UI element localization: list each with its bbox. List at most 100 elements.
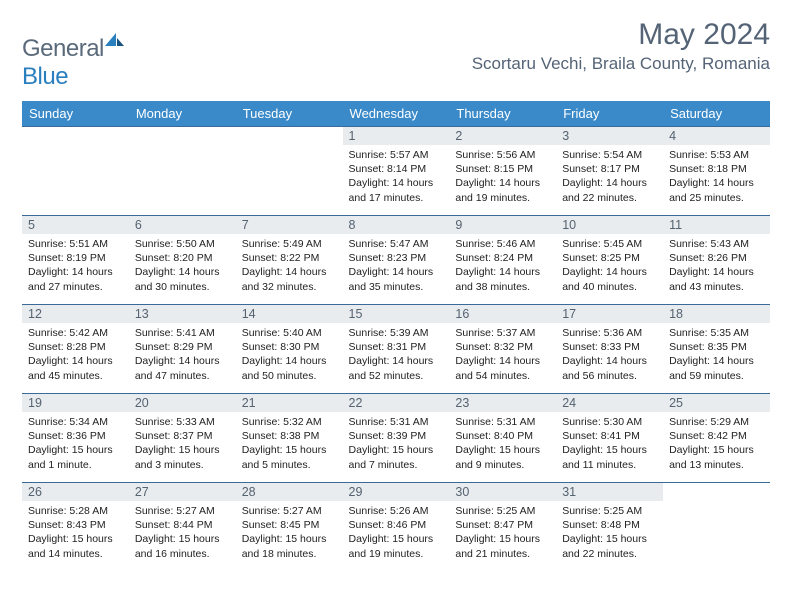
calendar-day-cell: 29Sunrise: 5:26 AMSunset: 8:46 PMDayligh…	[343, 483, 450, 572]
calendar-day-cell: 27Sunrise: 5:27 AMSunset: 8:44 PMDayligh…	[129, 483, 236, 572]
day-number: 23	[449, 394, 556, 412]
day-details: Sunrise: 5:47 AMSunset: 8:23 PMDaylight:…	[343, 234, 450, 298]
day-details: Sunrise: 5:41 AMSunset: 8:29 PMDaylight:…	[129, 323, 236, 387]
day-details: Sunrise: 5:54 AMSunset: 8:17 PMDaylight:…	[556, 145, 663, 209]
calendar-day-cell: 24Sunrise: 5:30 AMSunset: 8:41 PMDayligh…	[556, 394, 663, 483]
day-details: Sunrise: 5:39 AMSunset: 8:31 PMDaylight:…	[343, 323, 450, 387]
calendar-day-cell: 14Sunrise: 5:40 AMSunset: 8:30 PMDayligh…	[236, 305, 343, 394]
calendar-day-cell: 23Sunrise: 5:31 AMSunset: 8:40 PMDayligh…	[449, 394, 556, 483]
day-number: 9	[449, 216, 556, 234]
day-number: 29	[343, 483, 450, 501]
page-header: GeneralBlue May 2024 Scortaru Vechi, Bra…	[22, 18, 770, 91]
day-details: Sunrise: 5:31 AMSunset: 8:39 PMDaylight:…	[343, 412, 450, 476]
calendar-day-cell: 28Sunrise: 5:27 AMSunset: 8:45 PMDayligh…	[236, 483, 343, 572]
calendar-day-cell: 25Sunrise: 5:29 AMSunset: 8:42 PMDayligh…	[663, 394, 770, 483]
day-number: 26	[22, 483, 129, 501]
calendar-day-cell: 8Sunrise: 5:47 AMSunset: 8:23 PMDaylight…	[343, 216, 450, 305]
calendar-day-cell: 11Sunrise: 5:43 AMSunset: 8:26 PMDayligh…	[663, 216, 770, 305]
day-header: Thursday	[449, 101, 556, 127]
brand-logo: GeneralBlue	[22, 26, 125, 91]
day-number: 30	[449, 483, 556, 501]
calendar-day-cell: 9Sunrise: 5:46 AMSunset: 8:24 PMDaylight…	[449, 216, 556, 305]
day-number: 2	[449, 127, 556, 145]
day-number: 7	[236, 216, 343, 234]
day-header: Sunday	[22, 101, 129, 127]
calendar-day-cell: 3Sunrise: 5:54 AMSunset: 8:17 PMDaylight…	[556, 127, 663, 216]
calendar-day-cell: 13Sunrise: 5:41 AMSunset: 8:29 PMDayligh…	[129, 305, 236, 394]
day-number: 8	[343, 216, 450, 234]
calendar-grid: Sunday Monday Tuesday Wednesday Thursday…	[22, 101, 770, 572]
day-details: Sunrise: 5:43 AMSunset: 8:26 PMDaylight:…	[663, 234, 770, 298]
calendar-day-cell: 22Sunrise: 5:31 AMSunset: 8:39 PMDayligh…	[343, 394, 450, 483]
day-number: 18	[663, 305, 770, 323]
calendar-day-cell: 15Sunrise: 5:39 AMSunset: 8:31 PMDayligh…	[343, 305, 450, 394]
day-number: 4	[663, 127, 770, 145]
calendar-week-row: 5Sunrise: 5:51 AMSunset: 8:19 PMDaylight…	[22, 216, 770, 305]
day-header: Wednesday	[343, 101, 450, 127]
day-details: Sunrise: 5:45 AMSunset: 8:25 PMDaylight:…	[556, 234, 663, 298]
calendar-week-row: 26Sunrise: 5:28 AMSunset: 8:43 PMDayligh…	[22, 483, 770, 572]
day-number: 10	[556, 216, 663, 234]
calendar-day-cell: 16Sunrise: 5:37 AMSunset: 8:32 PMDayligh…	[449, 305, 556, 394]
day-number: 19	[22, 394, 129, 412]
calendar-day-cell: ..	[236, 127, 343, 216]
calendar-day-cell: 30Sunrise: 5:25 AMSunset: 8:47 PMDayligh…	[449, 483, 556, 572]
brand-text: GeneralBlue	[22, 26, 125, 91]
calendar-day-cell: 31Sunrise: 5:25 AMSunset: 8:48 PMDayligh…	[556, 483, 663, 572]
day-details: Sunrise: 5:56 AMSunset: 8:15 PMDaylight:…	[449, 145, 556, 209]
day-details: Sunrise: 5:36 AMSunset: 8:33 PMDaylight:…	[556, 323, 663, 387]
calendar-day-cell: 10Sunrise: 5:45 AMSunset: 8:25 PMDayligh…	[556, 216, 663, 305]
calendar-day-cell: 4Sunrise: 5:53 AMSunset: 8:18 PMDaylight…	[663, 127, 770, 216]
location-subtitle: Scortaru Vechi, Braila County, Romania	[472, 54, 770, 74]
day-details: Sunrise: 5:26 AMSunset: 8:46 PMDaylight:…	[343, 501, 450, 565]
brand-part2: Blue	[22, 63, 68, 90]
calendar-day-cell: 21Sunrise: 5:32 AMSunset: 8:38 PMDayligh…	[236, 394, 343, 483]
day-number: 3	[556, 127, 663, 145]
calendar-page: GeneralBlue May 2024 Scortaru Vechi, Bra…	[0, 0, 792, 590]
day-details: Sunrise: 5:27 AMSunset: 8:45 PMDaylight:…	[236, 501, 343, 565]
day-number: 24	[556, 394, 663, 412]
title-block: May 2024 Scortaru Vechi, Braila County, …	[472, 18, 770, 74]
day-details: Sunrise: 5:50 AMSunset: 8:20 PMDaylight:…	[129, 234, 236, 298]
calendar-day-cell: 6Sunrise: 5:50 AMSunset: 8:20 PMDaylight…	[129, 216, 236, 305]
day-number: 6	[129, 216, 236, 234]
day-details: Sunrise: 5:32 AMSunset: 8:38 PMDaylight:…	[236, 412, 343, 476]
day-details: Sunrise: 5:53 AMSunset: 8:18 PMDaylight:…	[663, 145, 770, 209]
calendar-day-cell: ..	[22, 127, 129, 216]
calendar-week-row: 12Sunrise: 5:42 AMSunset: 8:28 PMDayligh…	[22, 305, 770, 394]
day-details: Sunrise: 5:33 AMSunset: 8:37 PMDaylight:…	[129, 412, 236, 476]
day-details: Sunrise: 5:42 AMSunset: 8:28 PMDaylight:…	[22, 323, 129, 387]
day-number: 25	[663, 394, 770, 412]
calendar-day-cell: 12Sunrise: 5:42 AMSunset: 8:28 PMDayligh…	[22, 305, 129, 394]
calendar-day-cell: 18Sunrise: 5:35 AMSunset: 8:35 PMDayligh…	[663, 305, 770, 394]
day-details: Sunrise: 5:40 AMSunset: 8:30 PMDaylight:…	[236, 323, 343, 387]
day-number: 28	[236, 483, 343, 501]
day-number: 15	[343, 305, 450, 323]
day-header: Monday	[129, 101, 236, 127]
day-number: 31	[556, 483, 663, 501]
day-number: 1	[343, 127, 450, 145]
calendar-week-row: ......1Sunrise: 5:57 AMSunset: 8:14 PMDa…	[22, 127, 770, 216]
day-header: Friday	[556, 101, 663, 127]
day-number: 22	[343, 394, 450, 412]
calendar-day-cell: ..	[129, 127, 236, 216]
day-header: Tuesday	[236, 101, 343, 127]
day-details: Sunrise: 5:25 AMSunset: 8:48 PMDaylight:…	[556, 501, 663, 565]
calendar-day-cell: 17Sunrise: 5:36 AMSunset: 8:33 PMDayligh…	[556, 305, 663, 394]
day-details: Sunrise: 5:29 AMSunset: 8:42 PMDaylight:…	[663, 412, 770, 476]
day-details: Sunrise: 5:37 AMSunset: 8:32 PMDaylight:…	[449, 323, 556, 387]
calendar-day-cell: 5Sunrise: 5:51 AMSunset: 8:19 PMDaylight…	[22, 216, 129, 305]
day-details: Sunrise: 5:49 AMSunset: 8:22 PMDaylight:…	[236, 234, 343, 298]
day-number: 12	[22, 305, 129, 323]
day-details: Sunrise: 5:30 AMSunset: 8:41 PMDaylight:…	[556, 412, 663, 476]
day-number: 5	[22, 216, 129, 234]
day-number: 21	[236, 394, 343, 412]
day-details: Sunrise: 5:28 AMSunset: 8:43 PMDaylight:…	[22, 501, 129, 565]
calendar-day-cell: 20Sunrise: 5:33 AMSunset: 8:37 PMDayligh…	[129, 394, 236, 483]
day-details: Sunrise: 5:27 AMSunset: 8:44 PMDaylight:…	[129, 501, 236, 565]
day-details: Sunrise: 5:34 AMSunset: 8:36 PMDaylight:…	[22, 412, 129, 476]
calendar-week-row: 19Sunrise: 5:34 AMSunset: 8:36 PMDayligh…	[22, 394, 770, 483]
sail-icon	[105, 26, 125, 54]
day-number: 16	[449, 305, 556, 323]
calendar-day-cell: 1Sunrise: 5:57 AMSunset: 8:14 PMDaylight…	[343, 127, 450, 216]
